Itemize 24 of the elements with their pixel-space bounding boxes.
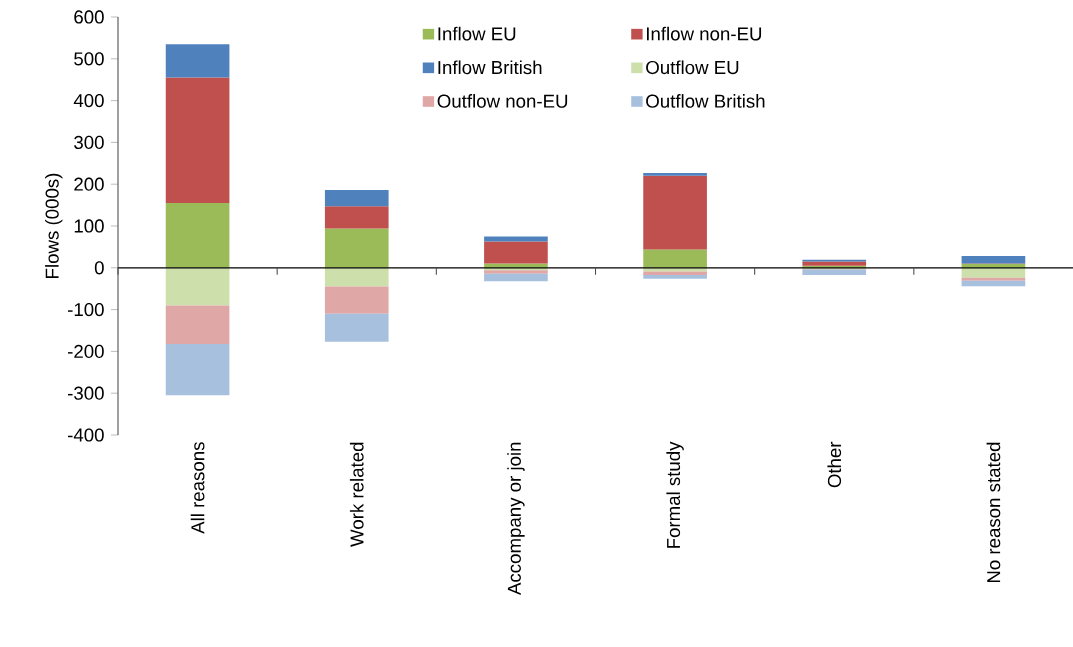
y-tick-label: 100 — [74, 219, 104, 233]
x-tick-label: All reasons — [190, 442, 205, 534]
legend-label: Inflow non-EU — [646, 26, 762, 41]
legend-label: Outflow British — [646, 94, 765, 108]
x-tick-label: Formal study — [666, 441, 684, 548]
x-tick-label: Accompany or join — [507, 442, 525, 595]
y-axis-title: Flows (000s) — [45, 173, 63, 278]
y-tick-label: -200 — [67, 344, 104, 359]
y-tick-label: -300 — [67, 386, 104, 400]
y-tick-label: 300 — [74, 135, 104, 150]
y-tick-label: 200 — [74, 177, 104, 191]
y-tick-label: 400 — [73, 93, 104, 108]
legend-label: Inflow EU — [438, 26, 516, 41]
x-tick-label: Other — [827, 441, 842, 488]
legend-label: Outflow non-EU — [437, 94, 568, 108]
y-tick-label: 500 — [74, 52, 104, 66]
y-tick-label: -100 — [67, 302, 104, 317]
legend-label: Outflow EU — [646, 60, 739, 75]
x-tick-label: Work related — [349, 442, 364, 547]
legend-label: Inflow British — [438, 60, 542, 75]
x-tick-label: No reason stated — [986, 442, 1001, 583]
y-tick-label: 600 — [74, 10, 104, 24]
y-tick-label: -400 — [67, 428, 104, 442]
y-tick-label: 0 — [94, 261, 104, 275]
